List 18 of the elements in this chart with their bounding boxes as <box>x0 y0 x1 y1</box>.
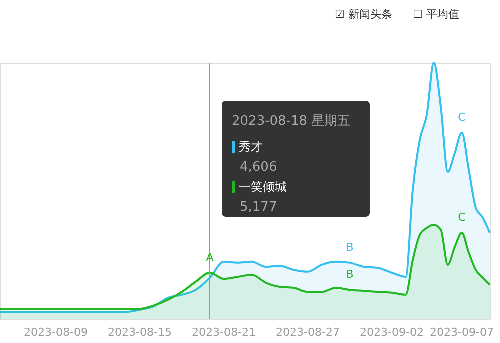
x-tick-label: 2023-08-09 <box>24 326 88 339</box>
annotation: B <box>346 240 354 254</box>
x-tick-label: 2023-09-07 <box>430 326 494 339</box>
annotation: 2023-08-18 星期五 <box>232 114 351 129</box>
annotation: 5,177 <box>240 200 278 215</box>
text: ☑ 新闻头条 <box>335 8 392 21</box>
text: ☐ 平均值 <box>413 8 460 21</box>
annotation: 4,606 <box>240 160 278 175</box>
x-tick-label: 2023-09-02 <box>360 326 424 339</box>
legend-label: 一笑倾城 <box>239 180 287 194</box>
annotation: A <box>206 250 214 264</box>
annotation: C <box>458 110 466 124</box>
x-tick-label: 2023-08-21 <box>192 326 256 339</box>
x-tick-label: 2023-08-15 <box>108 326 172 339</box>
legend-label: 秀才 <box>239 140 263 154</box>
annotation: C <box>458 210 466 224</box>
x-tick-label: 2023-08-27 <box>276 326 340 339</box>
annotation: B <box>346 268 354 282</box>
